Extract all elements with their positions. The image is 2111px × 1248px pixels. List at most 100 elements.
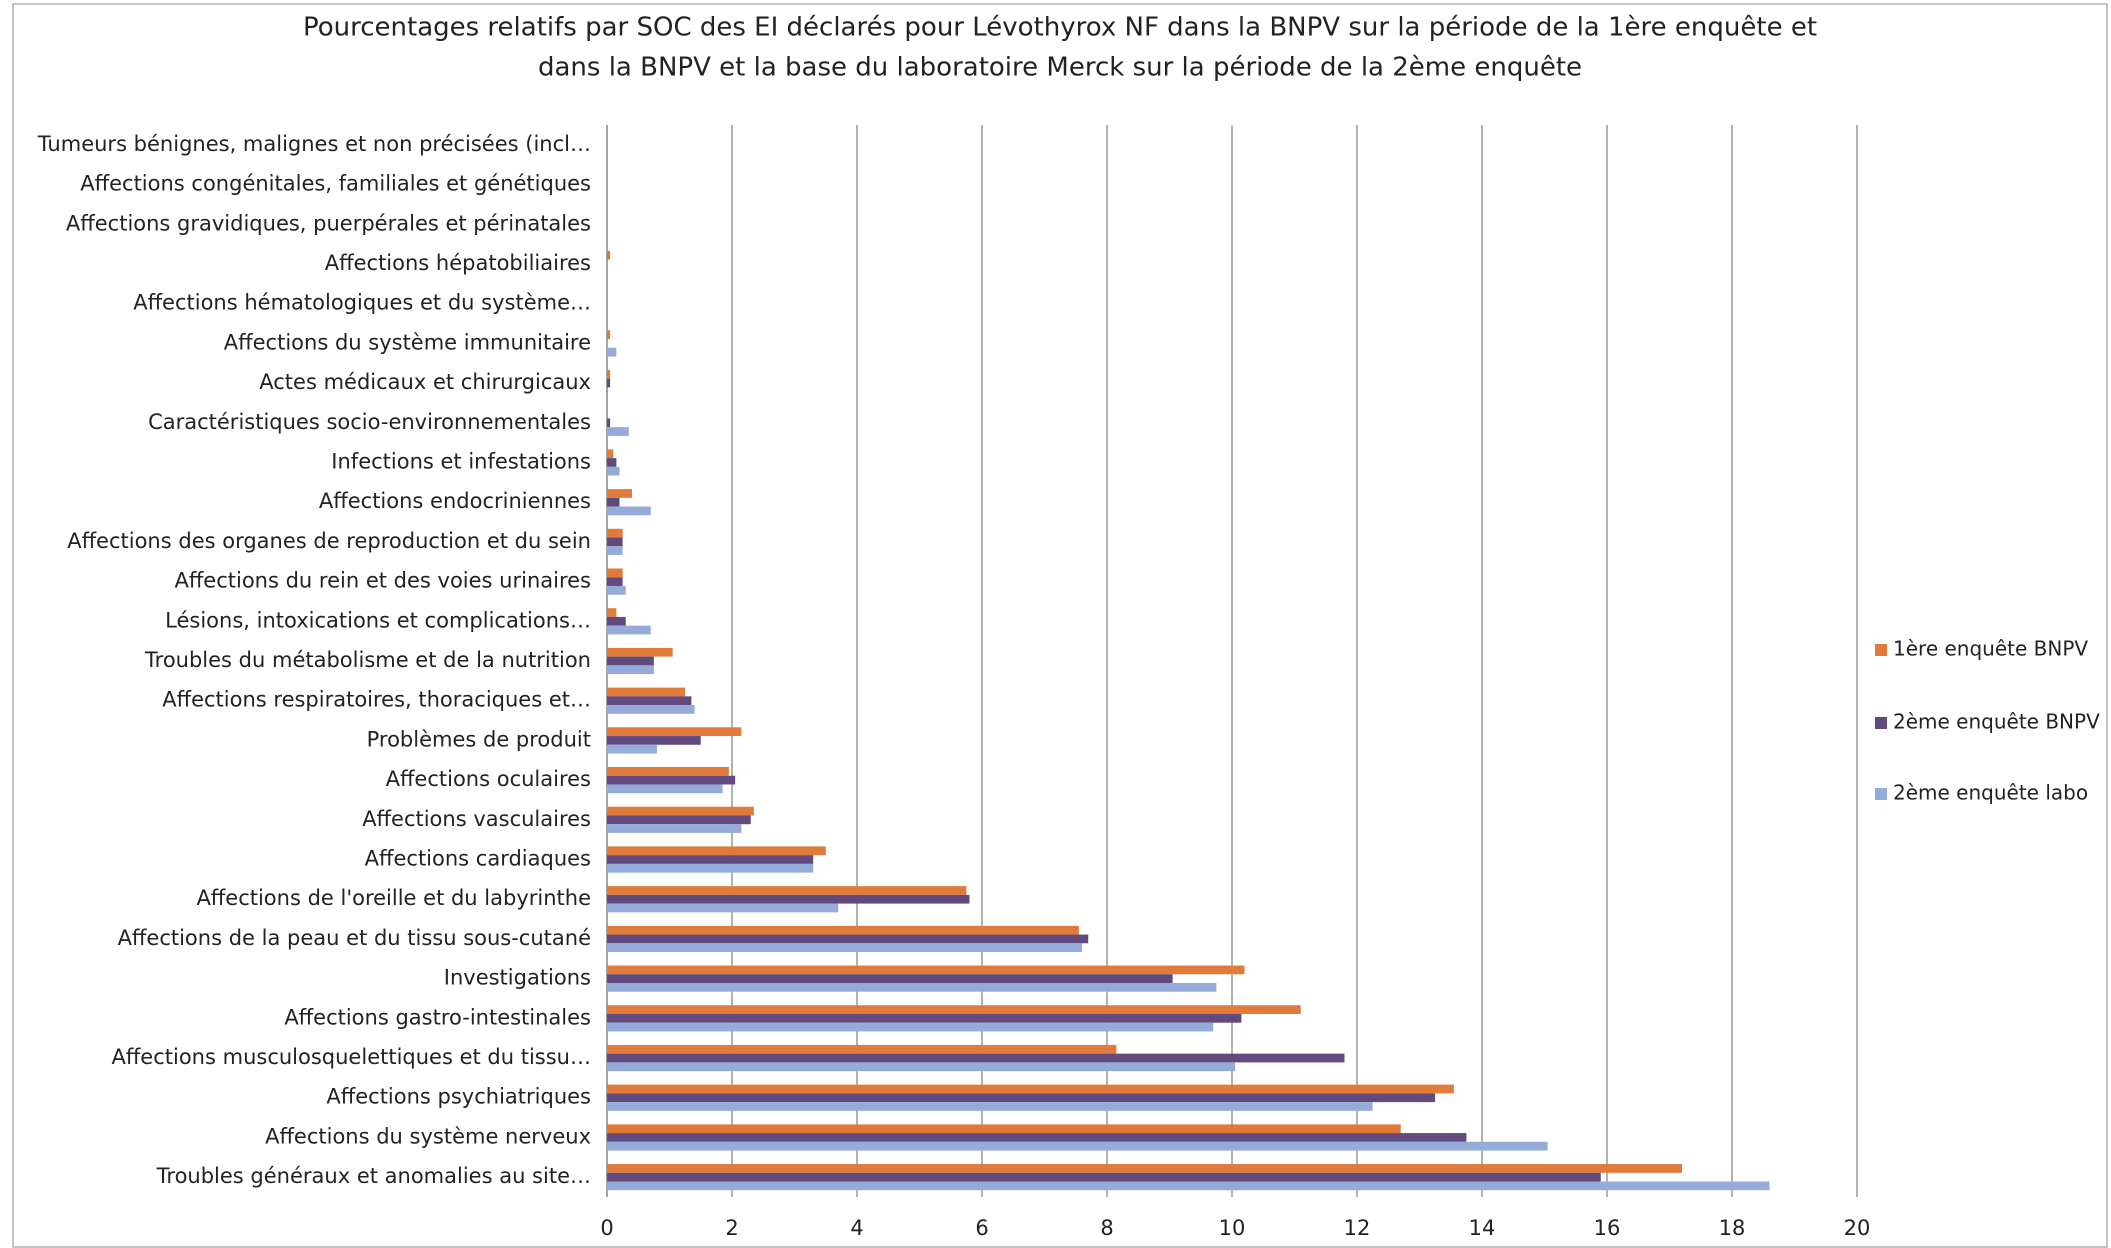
x-tick-label: 10 xyxy=(1219,1216,1246,1240)
legend-label: 1ère enquête BNPV xyxy=(1893,637,2088,661)
bar xyxy=(607,705,695,714)
bar xyxy=(607,943,1082,953)
bar xyxy=(607,863,814,873)
bar xyxy=(607,528,623,538)
y-tick-label: Affections musculosquelettiques et du ti… xyxy=(111,1045,591,1069)
bar xyxy=(607,647,673,657)
x-tick-label: 12 xyxy=(1344,1216,1371,1240)
bar xyxy=(607,727,742,737)
y-tick-label: Affections respiratoires, thoraciques et… xyxy=(162,688,591,712)
y-tick-label: Affections hématologiques et du système… xyxy=(133,291,591,315)
bar xyxy=(607,458,617,467)
y-tick-label: Tumeurs bénignes, malignes et non précis… xyxy=(37,132,591,156)
y-tick-label: Affections psychiatriques xyxy=(326,1085,591,1109)
y-tick-label: Affections du système immunitaire xyxy=(224,330,591,354)
bar xyxy=(607,1062,1236,1072)
bar xyxy=(607,506,651,516)
bar xyxy=(607,1005,1301,1014)
bar xyxy=(607,1124,1401,1134)
bar xyxy=(607,497,620,507)
bar xyxy=(607,418,611,428)
y-tick-label: Troubles généraux et anomalies au site… xyxy=(156,1164,591,1188)
bar xyxy=(607,784,723,794)
bar xyxy=(607,489,632,498)
bar xyxy=(607,427,629,436)
bar xyxy=(607,665,654,675)
x-tick-label: 16 xyxy=(1594,1216,1621,1240)
y-tick-label: Affections hépatobiliaires xyxy=(325,251,591,275)
legend-swatch xyxy=(1875,644,1887,656)
bar xyxy=(607,1084,1454,1094)
bar xyxy=(607,903,839,913)
x-tick-label: 18 xyxy=(1719,1216,1746,1240)
x-tick-label: 14 xyxy=(1469,1216,1496,1240)
bar xyxy=(607,767,729,776)
y-tick-label: Affections oculaires xyxy=(386,767,591,791)
bar xyxy=(607,585,626,595)
bar xyxy=(607,625,651,635)
bar xyxy=(607,824,742,833)
bar xyxy=(607,347,617,357)
bar xyxy=(607,934,1089,944)
y-tick-label: Affections cardiaques xyxy=(365,847,591,871)
y-tick-label: Affections du rein et des voies urinaire… xyxy=(174,569,591,593)
y-tick-label: Affections de l'oreille et du labyrinthe xyxy=(196,886,591,910)
chart-title: Pourcentages relatifs par SOC des EI déc… xyxy=(303,13,1817,43)
bar xyxy=(607,466,620,476)
y-tick-label: Lésions, intoxications et complications… xyxy=(165,608,591,632)
x-tick-label: 2 xyxy=(725,1216,738,1240)
y-tick-label: Problèmes de produit xyxy=(367,727,591,751)
x-tick-label: 8 xyxy=(1100,1216,1113,1240)
bar xyxy=(607,537,623,547)
bar xyxy=(607,546,623,555)
bar xyxy=(607,1133,1467,1142)
y-tick-label: Actes médicaux et chirurgicaux xyxy=(259,370,591,394)
x-tick-label: 6 xyxy=(975,1216,988,1240)
chart-frame xyxy=(12,3,2108,1248)
bar xyxy=(607,577,623,586)
bar xyxy=(607,369,611,379)
bar xyxy=(607,815,751,825)
bar xyxy=(607,696,692,706)
bar xyxy=(607,974,1173,983)
y-tick-label: Affections du système nerveux xyxy=(265,1124,591,1148)
x-tick-label: 0 xyxy=(600,1216,613,1240)
y-tick-label: Affections gastro-intestinales xyxy=(284,1005,591,1029)
bar xyxy=(607,1181,1770,1191)
bar xyxy=(607,378,611,388)
bar xyxy=(607,846,826,856)
bar xyxy=(607,965,1245,975)
bar xyxy=(607,1013,1242,1023)
chart-title: dans la BNPV et la base du laboratoire M… xyxy=(538,53,1582,83)
bar xyxy=(607,1093,1436,1103)
bar xyxy=(607,1044,1117,1054)
y-tick-label: Affections endocriniennes xyxy=(319,489,591,513)
legend-swatch xyxy=(1875,717,1887,729)
y-tick-label: Infections et infestations xyxy=(331,449,591,473)
bar xyxy=(607,616,626,626)
x-tick-label: 4 xyxy=(850,1216,863,1240)
bar xyxy=(607,1141,1548,1151)
bar xyxy=(607,250,611,260)
y-tick-label: Affections des organes de reproduction e… xyxy=(67,529,591,553)
y-tick-label: Troubles du métabolisme et de la nutriti… xyxy=(144,648,591,672)
bar xyxy=(607,608,617,617)
bar xyxy=(607,449,614,459)
bar xyxy=(607,886,967,895)
bar xyxy=(607,744,657,754)
y-tick-label: Caractéristiques socio-environnementales xyxy=(148,410,591,434)
y-tick-label: Affections gravidiques, puerpérales et p… xyxy=(66,211,591,235)
bar xyxy=(607,1164,1682,1173)
bar xyxy=(607,775,736,785)
y-tick-label: Affections congénitales, familiales et g… xyxy=(80,172,591,196)
bar xyxy=(607,925,1079,935)
x-tick-label: 20 xyxy=(1844,1216,1871,1240)
y-tick-label: Investigations xyxy=(444,966,591,990)
legend-swatch xyxy=(1875,788,1887,800)
bar xyxy=(607,982,1217,992)
bar xyxy=(607,855,814,864)
bar xyxy=(607,687,686,697)
bar xyxy=(607,806,754,816)
y-tick-label: Affections de la peau et du tissu sous-c… xyxy=(118,926,591,950)
